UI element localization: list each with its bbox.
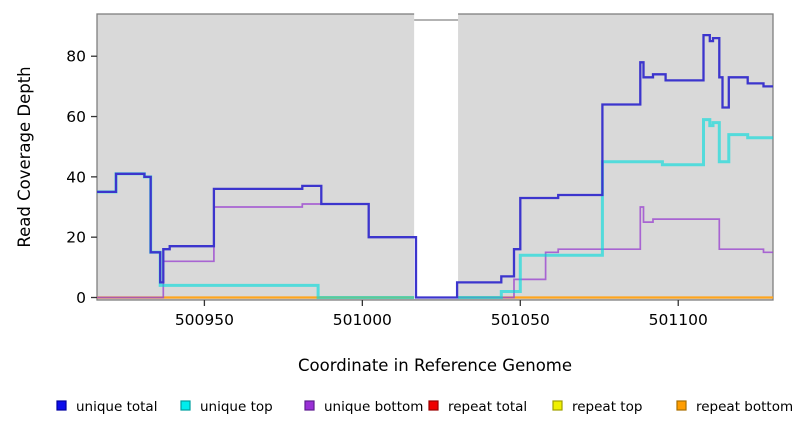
- x-tick-label: 501100: [649, 311, 708, 329]
- legend-swatch-repeat-bottom: [676, 400, 687, 411]
- legend-item-repeat-bottom: repeat bottom: [676, 399, 792, 415]
- y-tick-label: 40: [66, 168, 86, 186]
- legend-label-repeat-top: repeat top: [572, 399, 642, 415]
- x-tick-label: 500950: [175, 311, 234, 329]
- y-tick-label: 0: [76, 289, 86, 307]
- legend-swatch-unique-total: [56, 400, 67, 411]
- y-tick-label: 80: [66, 48, 86, 66]
- series-line-unique-total: [97, 33, 773, 299]
- legend-item-repeat-total: repeat total: [428, 399, 527, 415]
- legend-label-unique-top: unique top: [200, 399, 273, 415]
- legend-swatch-unique-top: [180, 400, 191, 411]
- legend-label-repeat-bottom: repeat bottom: [696, 399, 792, 415]
- legend-swatch-repeat-top: [552, 400, 563, 411]
- x-axis-title: Coordinate in Reference Genome: [298, 356, 572, 375]
- x-tick-label: 501050: [491, 311, 550, 329]
- legend-swatch-unique-bottom: [304, 400, 315, 411]
- series-line-unique-bottom: [97, 203, 773, 299]
- legend-item-repeat-top: repeat top: [552, 399, 642, 415]
- y-tick-label: 20: [66, 229, 86, 247]
- legend-label-unique-bottom: unique bottom: [324, 399, 423, 415]
- legend-swatch-repeat-total: [428, 400, 439, 411]
- legend-label-repeat-total: repeat total: [448, 399, 527, 415]
- legend-item-unique-total: unique total: [56, 399, 157, 415]
- y-axis-title: Read Coverage Depth: [15, 66, 34, 247]
- legend-label-unique-total: unique total: [76, 399, 157, 415]
- masked-gap-band: [414, 2, 459, 299]
- legend-item-unique-bottom: unique bottom: [304, 399, 423, 415]
- legend-item-unique-top: unique top: [180, 399, 273, 415]
- y-tick-label: 60: [66, 108, 86, 126]
- x-tick-label: 501000: [333, 311, 392, 329]
